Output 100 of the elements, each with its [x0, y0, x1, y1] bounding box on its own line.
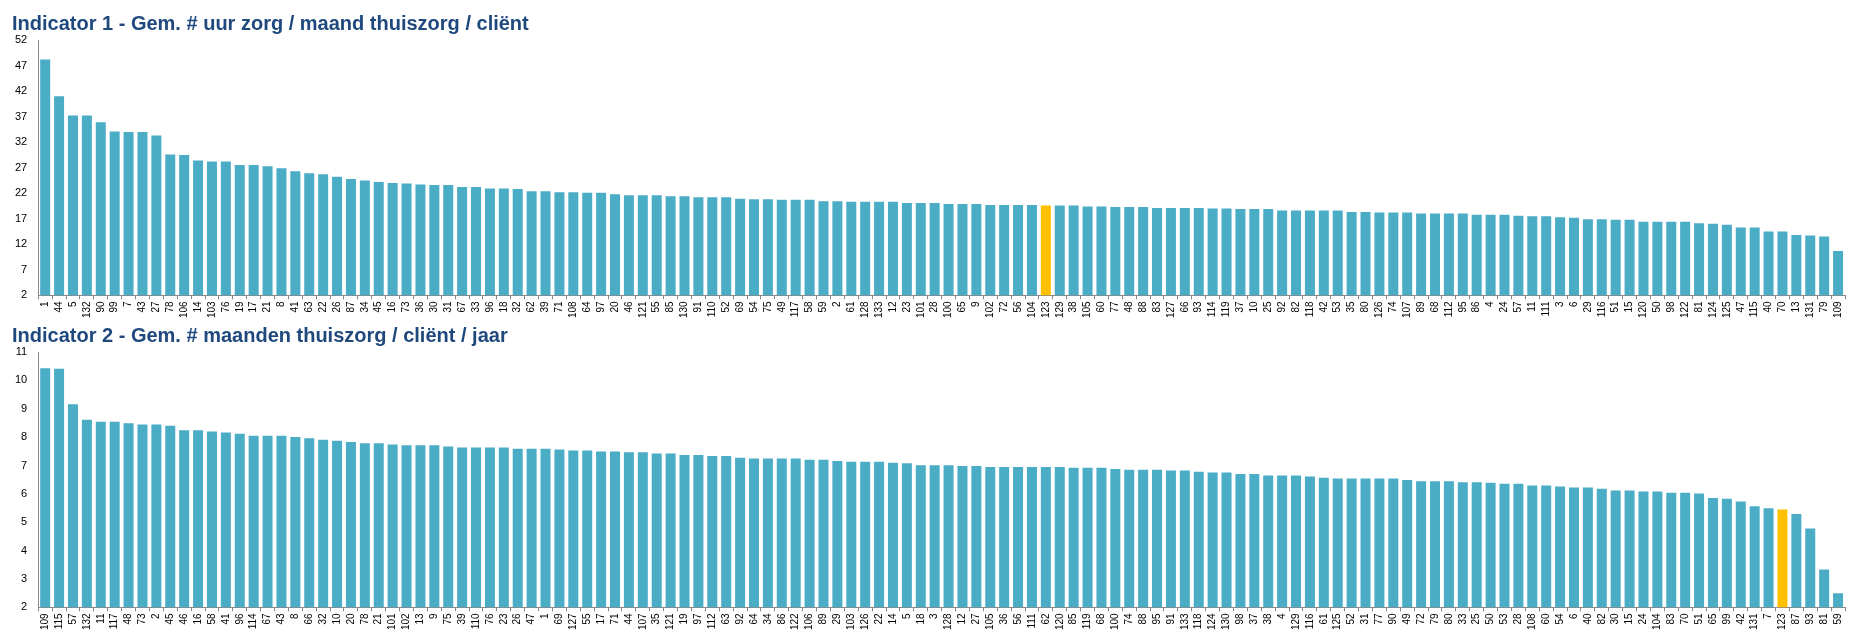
x-tick-label: 93 — [1192, 300, 1204, 313]
chart-title: Indicator 2 - Gem. # maanden thuiszorg / cliënt / jaar — [12, 323, 508, 346]
x-tick-label: 32 — [511, 300, 523, 313]
x-tick-label: 21 — [261, 300, 273, 313]
x-tick-label: 17 — [247, 300, 259, 313]
x-tick-label: 116 — [1595, 300, 1607, 318]
x-tick-label: 1 — [539, 612, 551, 619]
x-tick-label: 108 — [567, 300, 579, 318]
x-tick-label: 5 — [66, 300, 78, 307]
y-tick-label: 11 — [15, 345, 28, 358]
x-tick-label: 57 — [1512, 300, 1524, 313]
x-tick-label: 8 — [275, 300, 287, 307]
x-tick-label: 127 — [1164, 300, 1176, 318]
x-tick-label: 41 — [219, 612, 231, 625]
x-tick-label: 24 — [1637, 612, 1649, 625]
x-tick-label: 106 — [803, 612, 815, 630]
x-tick-label: 2 — [831, 300, 843, 307]
x-tick-label: 79 — [1428, 612, 1440, 625]
x-tick-label: 34 — [761, 612, 773, 625]
x-tick-label: 66 — [1178, 300, 1190, 313]
x-tick-label: 71 — [608, 612, 620, 625]
x-tick-label: 67 — [261, 612, 273, 625]
x-tick-label: 66 — [303, 612, 314, 625]
x-tick-label: 4 — [1275, 612, 1287, 619]
y-tick-label: 10 — [14, 373, 28, 386]
x-tick-label: 14 — [191, 300, 203, 313]
x-tick-label: 24 — [1498, 300, 1510, 313]
x-tick-label: 7 — [122, 300, 134, 307]
y-tick-label: 42 — [14, 84, 28, 97]
x-tick-label: 123 — [1039, 300, 1051, 318]
x-tick-label: 73 — [400, 300, 412, 313]
x-tick-label: 3 — [928, 612, 940, 619]
x-tick-label: 121 — [664, 612, 676, 630]
x-tick-label: 97 — [594, 300, 606, 313]
x-tick-label: 80 — [1359, 300, 1371, 313]
x-tick-label: 38 — [1067, 300, 1079, 313]
x-tick-label: 18 — [497, 300, 509, 313]
x-tick-label: 16 — [191, 612, 203, 625]
x-tick-label: 49 — [1400, 612, 1412, 625]
x-tick-label: 25 — [1470, 612, 1482, 625]
x-tick-label: 95 — [1456, 300, 1468, 313]
y-tick-label: 8 — [21, 430, 28, 443]
y-tick-label: 17 — [14, 211, 28, 224]
x-tick-label: 126 — [1373, 300, 1385, 318]
x-tick-label: 55 — [580, 612, 592, 625]
x-tick-label: 63 — [719, 612, 731, 625]
x-tick-label: 54 — [1553, 612, 1565, 625]
x-tick-label: 90 — [1387, 612, 1399, 625]
x-tick-label: 37 — [1234, 300, 1246, 313]
x-tick-label: 105 — [1081, 300, 1093, 318]
x-tick-label: 44 — [622, 612, 634, 625]
x-tick-label: 112 — [1442, 300, 1454, 318]
x-tick-label: 26 — [511, 612, 523, 625]
x-tick-label: 39 — [539, 300, 551, 313]
x-tick-label: 9 — [970, 300, 982, 307]
x-tick-label: 18 — [914, 612, 926, 625]
x-tick-label: 110 — [706, 300, 718, 318]
x-tick-label: 117 — [789, 300, 801, 318]
x-tick-label: 43 — [136, 300, 148, 313]
x-tick-label: 107 — [1400, 300, 1412, 318]
x-tick-label: 111 — [1025, 612, 1037, 629]
x-tick-label: 102 — [400, 612, 412, 630]
x-tick-label: 2 — [150, 612, 162, 619]
x-tick-label: 119 — [1081, 612, 1093, 630]
x-tick-label: 20 — [608, 300, 620, 313]
x-tick-label: 93 — [1804, 612, 1815, 625]
x-tick-label: 115 — [1748, 300, 1760, 318]
x-tick-label: 61 — [845, 300, 857, 313]
x-tick-label: 72 — [1414, 612, 1426, 625]
x-tick-label: 12 — [956, 612, 968, 625]
x-tick-label: 58 — [205, 612, 217, 625]
x-tick-label: 12 — [886, 300, 898, 313]
x-tick-label: 128 — [942, 612, 954, 630]
y-tick-label: 52 — [14, 33, 28, 46]
y-tick-label: 4 — [21, 543, 28, 556]
x-tick-label: 32 — [316, 612, 328, 625]
x-tick-label: 51 — [1609, 300, 1621, 313]
x-tick-label: 128 — [858, 300, 870, 318]
x-tick-label: 41 — [289, 300, 301, 313]
x-tick-label: 42 — [1317, 300, 1329, 313]
x-tick-label: 60 — [1095, 300, 1107, 313]
x-tick-label: 17 — [594, 612, 606, 625]
x-tick-label: 101 — [386, 612, 398, 630]
x-tick-label: 99 — [1720, 612, 1732, 625]
x-tick-label: 7 — [1762, 612, 1774, 619]
x-tick-label: 115 — [52, 612, 64, 630]
y-tick-label: 7 — [21, 262, 28, 275]
x-tick-label: 39 — [455, 612, 467, 625]
x-tick-label: 89 — [1414, 300, 1426, 313]
x-tick-label: 124 — [1206, 612, 1218, 630]
x-tick-label: 42 — [1734, 612, 1746, 625]
x-tick-label: 40 — [1762, 300, 1774, 313]
x-tick-label: 118 — [1192, 612, 1204, 630]
x-tick-label: 48 — [1122, 300, 1134, 313]
x-tick-label: 85 — [1067, 612, 1079, 625]
x-tick-label: 109 — [1831, 300, 1843, 318]
x-tick-label: 70 — [1678, 612, 1690, 625]
x-tick-label: 81 — [1692, 300, 1704, 313]
x-tick-label: 121 — [636, 300, 648, 318]
x-tick-label: 118 — [1303, 300, 1315, 318]
